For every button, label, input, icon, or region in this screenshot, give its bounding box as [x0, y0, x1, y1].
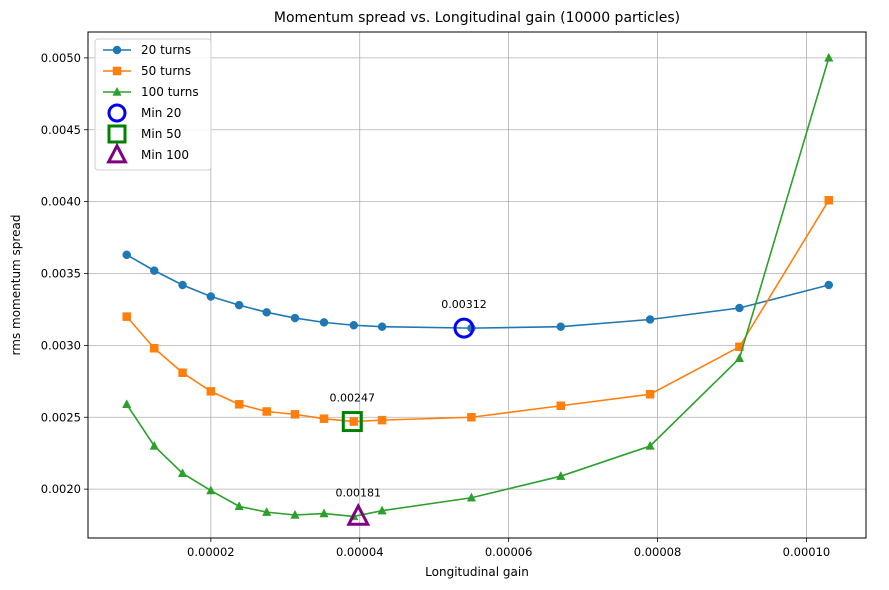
legend-entry: Min 20 [107, 103, 181, 123]
data-point [556, 471, 566, 480]
data-point [234, 400, 244, 409]
data-point [206, 387, 216, 396]
min-annotation: 0.00247 [330, 392, 376, 405]
legend-label: Min 100 [141, 148, 189, 162]
legend-label: 20 turns [141, 43, 191, 57]
plot-frame [87, 31, 867, 539]
series-3 [122, 52, 834, 521]
series-2 [122, 195, 834, 426]
y-tick-label: 0.0035 [41, 267, 81, 281]
y-tick-label: 0.0040 [41, 195, 81, 209]
legend-entry: Min 50 [107, 124, 181, 144]
x-tick-label: 0.00010 [783, 545, 831, 559]
x-tick-label: 0.00004 [336, 545, 384, 559]
series-1 [122, 250, 834, 333]
data-point [177, 468, 188, 478]
data-point [178, 368, 187, 377]
min-marker [346, 502, 371, 526]
data-point [178, 280, 187, 290]
grid [88, 32, 866, 538]
data-point [466, 492, 477, 502]
legend-entry: 50 turns [103, 64, 191, 78]
data-point [234, 300, 244, 310]
legend-label: 100 turns [141, 85, 199, 99]
data-point [149, 440, 159, 450]
data-point [349, 417, 359, 426]
legend-entry: Min 100 [106, 142, 189, 164]
legend-marker [107, 103, 127, 123]
data-point [122, 399, 132, 409]
minima-layer [341, 317, 475, 526]
x-axis-label: Longitudinal gain [425, 565, 529, 579]
data-point [319, 318, 329, 327]
data-point [377, 505, 387, 515]
legend-marker [106, 142, 128, 164]
x-tick-label: 0.00002 [187, 545, 235, 559]
data-point [645, 440, 655, 450]
data-point [290, 509, 300, 519]
data-point [824, 195, 834, 205]
data-point [645, 315, 655, 324]
data-point [122, 250, 131, 260]
min-marker [453, 317, 475, 339]
legend-entry: 20 turns [103, 43, 191, 57]
legend-marker [112, 45, 122, 55]
legend-label: 50 turns [141, 64, 191, 78]
x-tick-label: 0.00008 [634, 545, 682, 559]
data-point [556, 401, 566, 410]
data-point [645, 390, 655, 399]
data-point [262, 407, 271, 416]
annotation-layer: 0.00312 0.00247 0.00181 [330, 298, 487, 499]
data-point [349, 321, 359, 330]
data-point [150, 266, 159, 275]
series-line [126, 254, 829, 329]
data-point [467, 413, 476, 422]
legend-marker [112, 86, 122, 96]
y-tick-label: 0.0050 [41, 51, 81, 65]
min-marker [341, 411, 363, 433]
data-point [262, 308, 271, 317]
x-tick-label: 0.00006 [485, 545, 533, 559]
data-point [556, 322, 566, 331]
legend-marker [112, 66, 122, 76]
legend-label: Min 20 [141, 106, 181, 120]
legend: 20 turns 50 turns 100 turns Min 20 Min 50 Min… [94, 38, 212, 171]
chart-title: Momentum spread vs. Longitudinal gain (1… [274, 10, 680, 26]
data-point [150, 344, 159, 353]
data-point [377, 322, 387, 331]
data-point [122, 312, 131, 321]
data-point [290, 313, 300, 323]
data-point [377, 415, 387, 425]
data-point [262, 506, 272, 516]
data-point [290, 410, 300, 419]
data-point [735, 303, 744, 313]
data-point [234, 501, 244, 511]
data-point [824, 52, 834, 62]
min-annotation: 0.00312 [441, 298, 487, 311]
data-point [734, 353, 745, 363]
data-point [824, 280, 834, 290]
y-tick-label: 0.0045 [41, 123, 81, 137]
legend-entry: 100 turns [103, 85, 199, 99]
legend-label: Min 50 [141, 127, 181, 141]
legend-marker [107, 124, 127, 144]
y-tick-label: 0.0025 [41, 410, 81, 424]
data-point [319, 508, 329, 518]
series-line [126, 57, 830, 518]
y-tick-label: 0.0030 [41, 338, 81, 352]
data-point [206, 485, 216, 495]
y-axis-label: rms momentum spread [9, 215, 23, 356]
series-layer [122, 52, 834, 521]
tick-layer: 0.00002 0.00004 0.00006 0.00008 0.00010 0.002… [41, 51, 830, 559]
min-annotation: 0.00181 [336, 486, 382, 499]
data-point [206, 292, 216, 301]
data-point [319, 414, 329, 423]
y-tick-label: 0.0020 [41, 482, 81, 496]
